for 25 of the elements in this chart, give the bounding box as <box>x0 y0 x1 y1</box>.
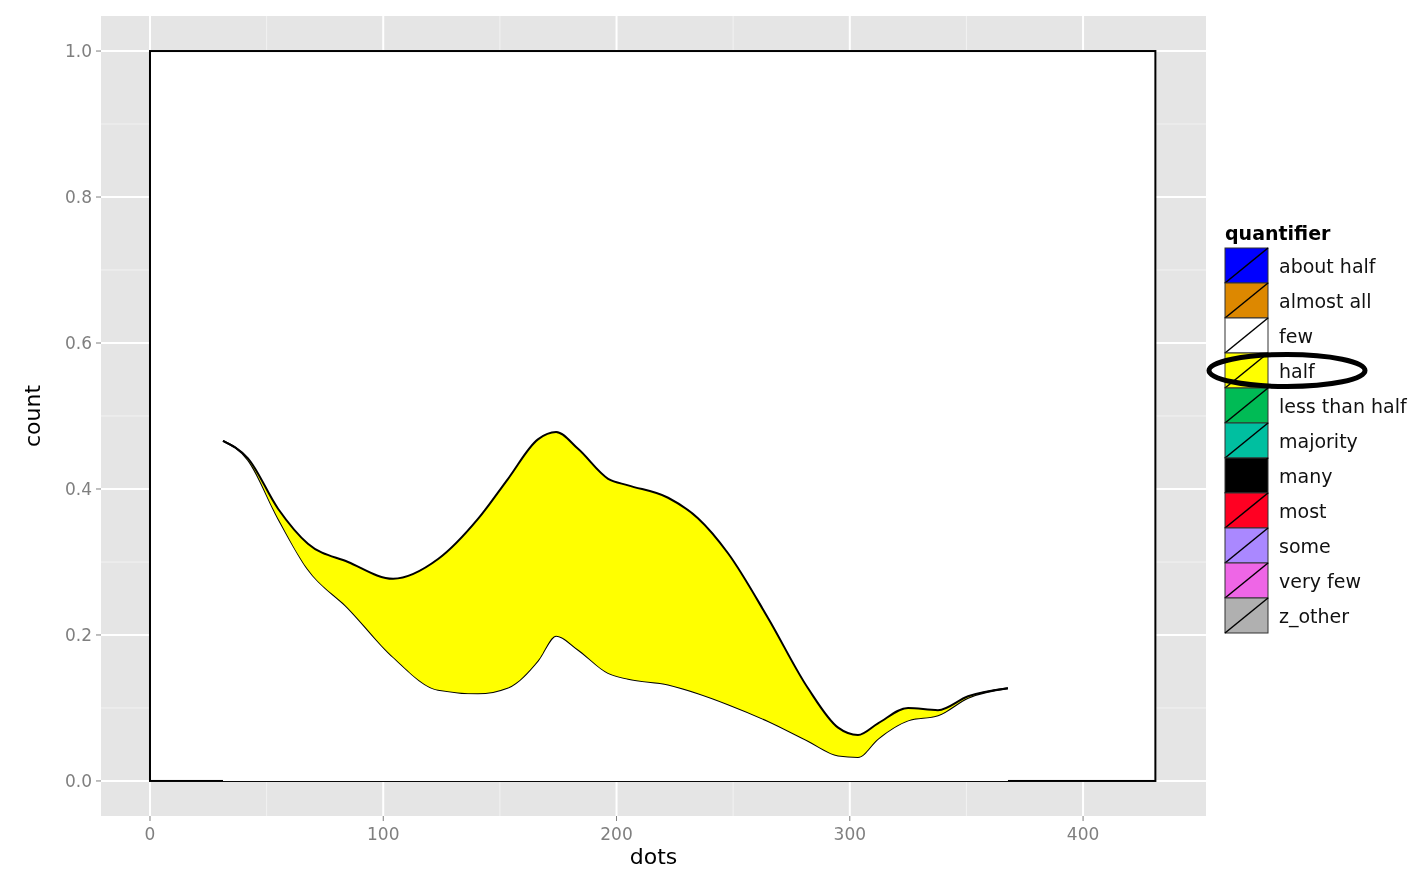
y-tick-label: 0.2 <box>64 624 92 645</box>
legend-label: half <box>1279 360 1316 382</box>
y-tick-label: 0.4 <box>64 478 92 499</box>
legend-label: very few <box>1279 570 1361 592</box>
x-tick-label: 200 <box>600 824 633 844</box>
legend-label: few <box>1279 325 1313 347</box>
legend-label: many <box>1279 465 1333 487</box>
x-axis-title: dots <box>629 844 678 869</box>
y-tick-label: 1.0 <box>64 41 92 62</box>
legend-label: most <box>1279 500 1327 522</box>
y-tick-label: 0.0 <box>64 770 92 791</box>
legend-title: quantifier <box>1225 222 1332 244</box>
legend-label: z_other <box>1279 605 1350 628</box>
legend-label: some <box>1279 535 1331 557</box>
x-tick-label: 0 <box>144 824 156 844</box>
legend-label: less than half <box>1279 395 1408 417</box>
legend-label: about half <box>1279 255 1377 277</box>
y-axis-title: count <box>20 384 45 448</box>
y-tick-label: 0.6 <box>64 333 92 354</box>
legend-label: almost all <box>1279 290 1372 312</box>
x-tick-label: 300 <box>833 824 867 844</box>
x-tick-label: 100 <box>367 824 400 844</box>
y-tick-label: 0.8 <box>64 187 92 208</box>
x-tick-label: 400 <box>1066 824 1100 844</box>
legend-label: majority <box>1279 430 1358 452</box>
